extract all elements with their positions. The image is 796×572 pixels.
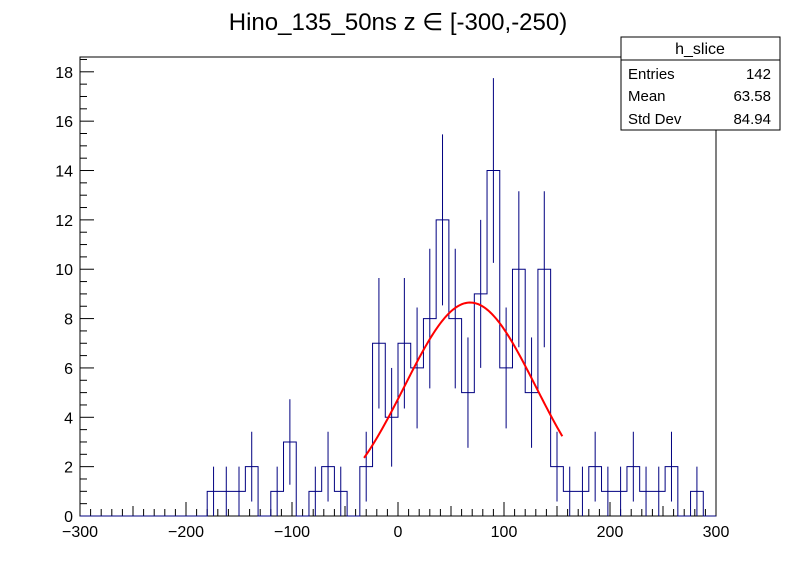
gaussian-fit-curve: [363, 301, 564, 459]
y-axis: 0 2 4 6 8 10 12 14 16 18: [55, 58, 94, 526]
x-tick-label: −300: [62, 524, 98, 541]
chart-title: Hino_135_50ns z ∈ [-300,-250): [229, 9, 567, 36]
y-tick-label: 14: [55, 164, 73, 181]
x-tick-label: 200: [597, 524, 624, 541]
stats-box-title: h_slice: [675, 41, 725, 58]
y-tick-label: 4: [64, 410, 73, 427]
stats-entries-value: 142: [746, 66, 771, 83]
y-tick-label: 0: [64, 509, 73, 526]
stats-mean-label: Mean: [628, 88, 666, 105]
y-tick-label: 12: [55, 213, 73, 230]
x-tick-label: −100: [274, 524, 310, 541]
x-tick-label: 300: [703, 524, 730, 541]
error-bars: [213, 78, 698, 516]
fit-curve: [363, 301, 564, 459]
y-tick-label: 10: [55, 262, 73, 279]
stats-box: h_slice Entries 142 Mean 63.58 Std Dev 8…: [620, 36, 781, 131]
x-tick-label: 100: [491, 524, 518, 541]
stats-entries-label: Entries: [628, 66, 675, 83]
x-axis: −300 −200 −100 0 100 200 300: [62, 502, 729, 541]
stats-mean-value: 63.58: [733, 88, 771, 105]
histogram-steps: [80, 170, 716, 517]
stats-stddev-label: Std Dev: [628, 111, 682, 128]
y-tick-label: 2: [64, 460, 73, 477]
y-tick-label: 16: [55, 114, 73, 131]
y-tick-label: 6: [64, 361, 73, 378]
y-tick-label: 8: [64, 312, 73, 329]
stats-box-frame: [620, 36, 781, 131]
stats-stddev-value: 84.94: [733, 111, 771, 128]
y-tick-label: 18: [55, 65, 73, 82]
x-tick-label: −200: [168, 524, 204, 541]
histogram-line: [80, 170, 716, 517]
x-tick-label: 0: [394, 524, 403, 541]
